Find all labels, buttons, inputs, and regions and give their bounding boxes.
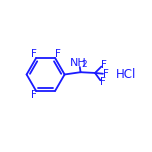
Text: HCl: HCl [116,68,136,81]
Text: F: F [31,49,36,59]
Text: NH: NH [70,58,87,68]
Text: F: F [102,60,107,70]
Text: F: F [103,69,109,79]
Text: F: F [100,77,106,87]
Text: 2: 2 [81,60,87,69]
Text: F: F [55,49,60,59]
Text: F: F [31,90,36,100]
